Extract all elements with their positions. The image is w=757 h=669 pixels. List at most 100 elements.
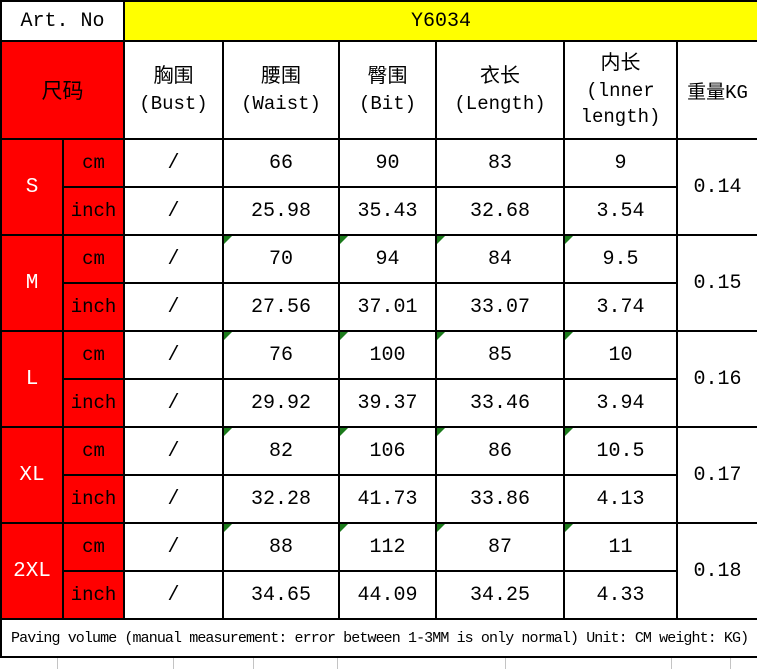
unit-cell-inch: inch [61, 282, 126, 332]
cell-L-cm-bit: 100 [338, 330, 438, 380]
cell-S-cm-waist: 66 [222, 138, 341, 188]
cell-S-inch-length: 32.68 [435, 186, 566, 236]
size-row-XL-cm: XL cm/82 106 86 10.5 0.17 [0, 426, 757, 524]
gridline-tick [173, 658, 174, 669]
gridline-tick [730, 658, 731, 669]
cell-S-inch-bust: / [123, 186, 225, 236]
gridline-tick [57, 658, 58, 669]
cell-2XL-cm-waist: 88 [222, 522, 341, 572]
header-inner-length: 内长 (lnner length) [563, 40, 679, 140]
size-column-header: 尺码 [0, 40, 126, 140]
cell-M-inch-inner: 3.74 [563, 282, 679, 332]
cell-L-cm-bust: / [123, 330, 225, 380]
art-no-value: Y6034 [123, 0, 757, 42]
cell-XL-cm-waist: 82 [222, 426, 341, 476]
cell-L-inch-inner: 3.94 [563, 378, 679, 428]
size-row-S-inch: inch/25.98 35.43 32.68 3.54 [1, 186, 757, 236]
flag-triangle-icon [438, 525, 446, 532]
header-bust-cn: 胸围 [153, 65, 194, 89]
art-no-row: Art. No Y6034 [0, 0, 757, 42]
cell-2XL-inch-waist: 34.65 [222, 570, 341, 620]
flag-triangle-icon [566, 237, 574, 244]
header-length-en: (Length) [454, 92, 546, 115]
cell-M-inch-waist: 27.56 [222, 282, 341, 332]
cell-XL-cm-bust: / [123, 426, 225, 476]
size-cell-L: L [0, 330, 64, 428]
size-row-XL-inch: inch/32.28 41.73 33.86 4.13 [1, 474, 757, 524]
cell-L-cm-waist: 76 [222, 330, 341, 380]
weight-cell-XL: 0.17 [676, 426, 757, 524]
flag-triangle-icon [225, 525, 233, 532]
footer-note: Paving volume (manual measurement: error… [0, 618, 757, 658]
header-inner-length-cn: 内长 [600, 52, 641, 76]
header-length-cn: 衣长 [480, 65, 521, 89]
cell-XL-inch-waist: 32.28 [222, 474, 341, 524]
cell-S-cm-bit: 90 [338, 138, 438, 188]
cell-2XL-cm-bit: 112 [338, 522, 438, 572]
flag-triangle-icon [438, 237, 446, 244]
flag-triangle-icon [341, 237, 349, 244]
weight-cell-2XL: 0.18 [676, 522, 757, 620]
flag-triangle-icon [341, 525, 349, 532]
flag-triangle-icon [225, 333, 233, 340]
cell-S-cm-length: 83 [435, 138, 566, 188]
cell-2XL-inch-bust: / [123, 570, 225, 620]
flag-triangle-icon [341, 429, 349, 436]
size-row-L-inch: inch/29.92 39.37 33.46 3.94 [1, 378, 757, 428]
cell-XL-cm-bit: 106 [338, 426, 438, 476]
cell-L-inch-waist: 29.92 [222, 378, 341, 428]
cell-2XL-cm-bust: / [123, 522, 225, 572]
cell-M-inch-length: 33.07 [435, 282, 566, 332]
flag-triangle-icon [438, 429, 446, 436]
cell-L-inch-bit: 39.37 [338, 378, 438, 428]
header-bit-en: (Bit) [359, 92, 417, 115]
header-inner-length-en: (lnner length) [580, 79, 661, 128]
size-cell-XL: XL [0, 426, 64, 524]
weight-cell-S: 0.14 [676, 138, 757, 236]
cell-M-cm-waist: 70 [222, 234, 341, 284]
header-bit: 臀围 (Bit) [338, 40, 438, 140]
cell-L-inch-length: 33.46 [435, 378, 566, 428]
header-waist: 腰围 (Waist) [222, 40, 341, 140]
unit-cell-cm: cm [61, 138, 126, 188]
cell-XL-inch-inner: 4.13 [563, 474, 679, 524]
weight-cell-M: 0.15 [676, 234, 757, 332]
header-bust-en: (Bust) [139, 92, 208, 115]
cell-M-cm-length: 84 [435, 234, 566, 284]
cell-M-cm-bust: / [123, 234, 225, 284]
size-row-2XL-inch: inch/34.65 44.09 34.25 4.33 [1, 570, 757, 620]
cell-M-cm-bit: 94 [338, 234, 438, 284]
flag-triangle-icon [438, 333, 446, 340]
header-length: 衣长 (Length) [435, 40, 566, 140]
flag-triangle-icon [566, 525, 574, 532]
header-bust: 胸围 (Bust) [123, 40, 225, 140]
flag-triangle-icon [566, 429, 574, 436]
header-bit-cn: 臀围 [367, 65, 408, 89]
unit-cell-cm: cm [61, 330, 126, 380]
flag-triangle-icon [566, 333, 574, 340]
cell-S-inch-waist: 25.98 [222, 186, 341, 236]
gridline-tick [505, 658, 506, 669]
size-row-M-inch: inch/27.56 37.01 33.07 3.74 [1, 282, 757, 332]
cell-S-cm-bust: / [123, 138, 225, 188]
cell-M-inch-bit: 37.01 [338, 282, 438, 332]
unit-cell-cm: cm [61, 522, 126, 572]
unit-cell-inch: inch [61, 570, 126, 620]
header-weight: 重量KG [676, 40, 757, 140]
unit-cell-cm: cm [61, 234, 126, 284]
cell-S-inch-bit: 35.43 [338, 186, 438, 236]
unit-cell-cm: cm [61, 426, 126, 476]
flag-triangle-icon [341, 333, 349, 340]
header-row: 尺码 胸围 (Bust) 腰围 (Waist) 臀围 (Bit) 衣长 (Len… [0, 40, 757, 140]
flag-triangle-icon [225, 429, 233, 436]
header-waist-en: (Waist) [241, 92, 321, 115]
cell-2XL-inch-length: 34.25 [435, 570, 566, 620]
cell-2XL-inch-bit: 44.09 [338, 570, 438, 620]
flag-triangle-icon [225, 237, 233, 244]
cell-XL-inch-bit: 41.73 [338, 474, 438, 524]
unit-cell-inch: inch [61, 186, 126, 236]
gridline-tick [671, 658, 672, 669]
